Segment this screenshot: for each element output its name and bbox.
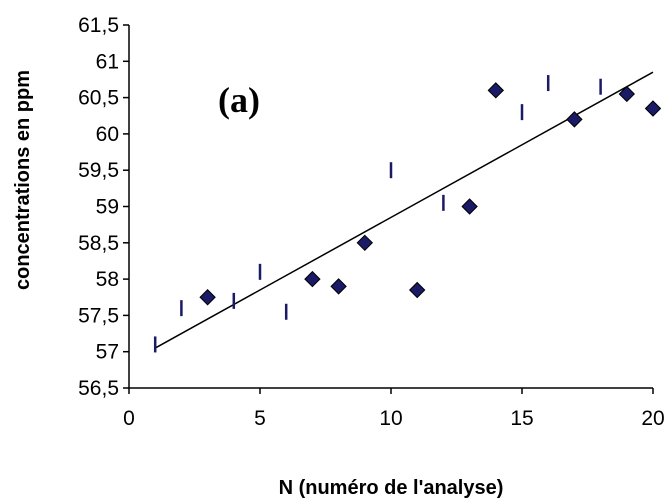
y-tick-label: 56,5 bbox=[78, 377, 119, 400]
y-axis-ticks: 56,5 57 57,5 58 58,5 59 59,5 60 60,5 61 61,5 bbox=[78, 14, 129, 400]
y-tick-label: 60 bbox=[96, 123, 119, 146]
x-tick-label: 10 bbox=[379, 407, 402, 430]
diamond-marker bbox=[644, 100, 662, 117]
y-tick-label: 61 bbox=[96, 50, 119, 73]
y-tick-label: 58,5 bbox=[78, 232, 119, 255]
data-markers bbox=[153, 75, 662, 353]
diamond-marker bbox=[199, 289, 216, 306]
diamond-marker bbox=[618, 85, 636, 103]
y-tick-label: 61,5 bbox=[78, 14, 119, 37]
y-tick-label: 57 bbox=[96, 341, 119, 364]
x-axis-ticks: 0 5 10 15 20 bbox=[123, 388, 665, 430]
diamond-marker bbox=[487, 82, 505, 99]
y-tick-label: 58 bbox=[96, 268, 119, 291]
y-tick-label: 59 bbox=[96, 196, 119, 219]
y-tick-label: 57,5 bbox=[78, 304, 119, 327]
y-axis-title: concentrations en ppm bbox=[12, 70, 34, 290]
x-tick-label: 0 bbox=[123, 407, 135, 430]
y-tick-label: 59,5 bbox=[78, 159, 119, 182]
x-axis-title: N (numéro de l'analyse) bbox=[279, 477, 504, 499]
y-tick-label: 60,5 bbox=[78, 87, 119, 110]
diamond-marker bbox=[304, 270, 321, 288]
x-tick-label: 20 bbox=[641, 407, 664, 430]
diamond-marker bbox=[566, 111, 583, 128]
diamond-marker bbox=[356, 234, 374, 252]
diamond-marker bbox=[408, 281, 426, 299]
diamond-marker bbox=[330, 278, 347, 295]
diamond-marker bbox=[461, 198, 478, 215]
panel-label: (a) bbox=[218, 80, 260, 120]
x-tick-label: 5 bbox=[254, 407, 266, 430]
x-tick-label: 15 bbox=[510, 407, 533, 430]
